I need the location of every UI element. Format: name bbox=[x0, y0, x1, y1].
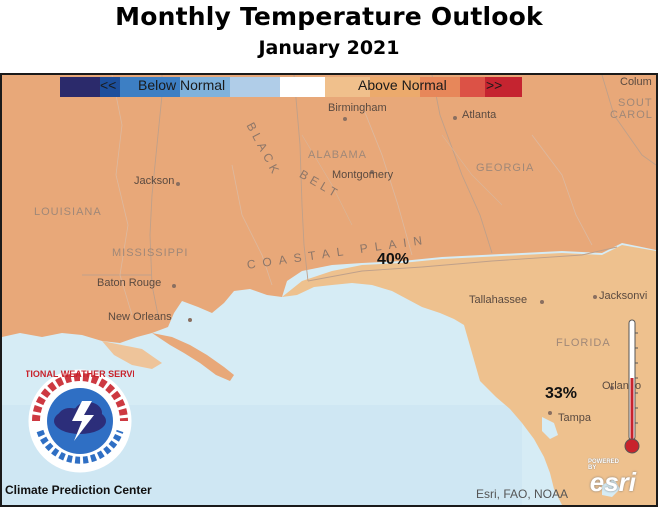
label-birmingham: Birmingham bbox=[328, 102, 387, 114]
legend-swatch-5 bbox=[280, 77, 325, 97]
tampa-dot bbox=[548, 411, 552, 415]
montgomery-dot bbox=[370, 170, 374, 174]
label-louisiana: LOUISIANA bbox=[34, 206, 102, 218]
florida-land bbox=[282, 245, 656, 505]
label-tampa: Tampa bbox=[558, 412, 592, 424]
lake-okeechobee bbox=[602, 479, 620, 497]
label-tallahassee: Tallahassee bbox=[469, 294, 528, 306]
city-markers bbox=[172, 116, 614, 415]
page-title: Monthly Temperature Outlook bbox=[115, 2, 543, 31]
label-south-carolina-1: SOUT bbox=[618, 97, 653, 109]
atlanta-dot bbox=[453, 116, 457, 120]
label-new-orleans: New Orleans bbox=[108, 311, 172, 323]
label-baton-rouge: Baton Rouge bbox=[97, 277, 162, 289]
thermometer-icon bbox=[624, 319, 640, 454]
nws-logo-text: NATIONAL WEATHER SERVICE bbox=[26, 369, 134, 379]
esri-powered-by: POWERED BY bbox=[588, 459, 620, 471]
legend-swatch-4 bbox=[230, 77, 280, 97]
label-montgomery: Montgomery bbox=[332, 169, 394, 181]
label-mississippi: MISSISSIPPI bbox=[112, 247, 189, 259]
map-attribution[interactable]: Esri, FAO, NOAA bbox=[475, 487, 568, 501]
label-alabama: ALABAMA bbox=[308, 149, 367, 161]
jacksonville-dot bbox=[593, 295, 597, 299]
tampa-bay bbox=[542, 417, 558, 439]
outlook-map[interactable]: << Below Normal Above Normal >> Birmingh… bbox=[0, 73, 658, 507]
label-columbia: Colum bbox=[620, 76, 652, 88]
probability-florida: 33% bbox=[545, 385, 578, 402]
legend-swatch-6 bbox=[325, 77, 370, 97]
esri-wordmark: esri bbox=[589, 467, 636, 497]
terrain-lines bbox=[301, 134, 503, 226]
label-jacksonville: Jacksonvi bbox=[599, 290, 648, 302]
land-mass bbox=[2, 75, 656, 343]
rivers bbox=[111, 75, 593, 316]
label-florida: FLORIDA bbox=[556, 337, 611, 349]
nws-logo-icon: NATIONAL WEATHER SERVICE bbox=[26, 369, 134, 473]
credit-label: Climate Prediction Center bbox=[5, 483, 152, 497]
legend-swatch-9 bbox=[460, 77, 485, 97]
esri-logo-icon[interactable]: POWERED BY esri bbox=[588, 459, 646, 501]
page-subtitle: January 2021 bbox=[258, 37, 400, 59]
legend-swatch-7 bbox=[370, 77, 420, 97]
new-orleans-dot bbox=[188, 318, 192, 322]
probability-gulf-coast: 40% bbox=[377, 251, 410, 268]
legend-below-arrows: << bbox=[100, 77, 117, 93]
baton-rouge-dot bbox=[172, 284, 176, 288]
mississippi-delta bbox=[152, 333, 234, 381]
legend-swatch-10 bbox=[485, 77, 522, 97]
birmingham-dot bbox=[343, 117, 347, 121]
legend-swatch-3 bbox=[180, 77, 230, 97]
coastal-marsh bbox=[102, 341, 162, 369]
orlando-dot bbox=[610, 386, 614, 390]
label-georgia: GEORGIA bbox=[476, 162, 535, 174]
label-south-carolina-2: CAROL bbox=[610, 109, 653, 121]
legend-swatch-1 bbox=[100, 77, 120, 97]
tallahassee-dot bbox=[540, 300, 544, 304]
label-jackson: Jackson bbox=[134, 175, 175, 187]
legend-swatch-2 bbox=[120, 77, 180, 97]
legend-bar bbox=[60, 77, 522, 97]
jackson-dot bbox=[176, 182, 180, 186]
legend-swatch-0 bbox=[60, 77, 100, 97]
label-atlanta: Atlanta bbox=[462, 109, 497, 121]
legend-above-arrows: >> bbox=[486, 77, 503, 93]
legend-above-label: Above Normal bbox=[358, 77, 447, 93]
legend-swatch-8 bbox=[420, 77, 460, 97]
legend-below-label: Below Normal bbox=[138, 77, 226, 93]
